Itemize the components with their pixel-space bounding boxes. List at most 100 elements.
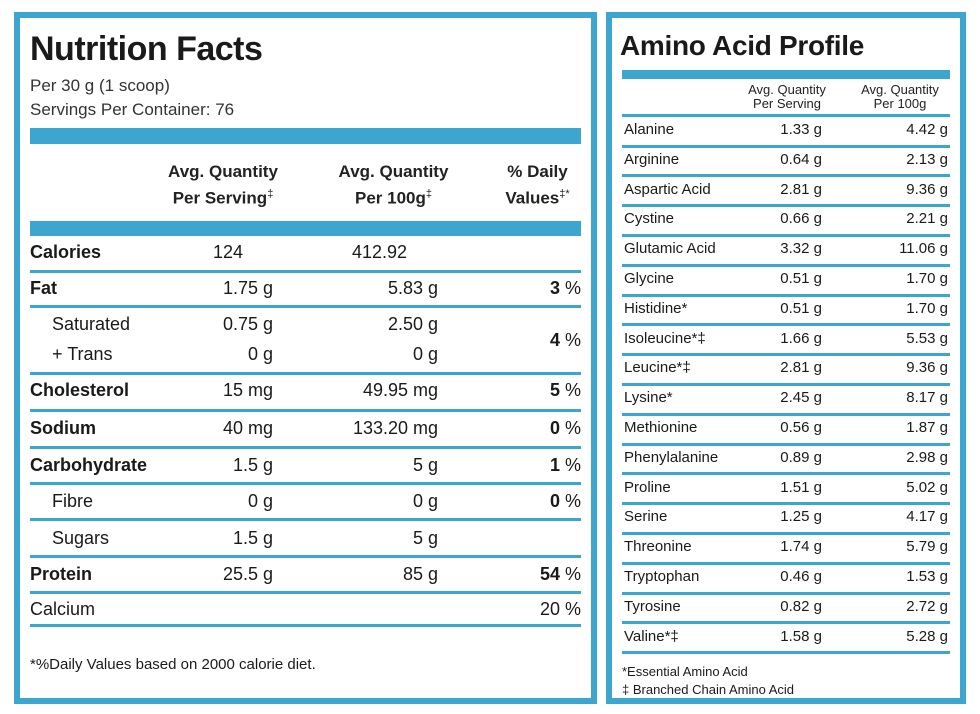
amino-per-serving: 0.82 g xyxy=(780,597,822,615)
nutrient-label: Fat xyxy=(30,278,57,298)
daily-value: 54 % xyxy=(539,564,581,584)
row-divider xyxy=(622,263,950,267)
amino-row: Lysine* 2.45 g 8.17 g xyxy=(622,386,950,413)
nutrient-label: Cholesterol xyxy=(30,380,130,400)
row-divider xyxy=(622,293,950,297)
amino-header-per-100g: Avg. Quantity Per 100g xyxy=(861,82,939,111)
amino-row: Methionine 0.56 g 1.87 g xyxy=(622,416,950,443)
amino-per-serving: 0.51 g xyxy=(780,270,822,287)
amino-per-100g: 1.53 g xyxy=(906,568,948,585)
serving-size: Per 30 g (1 scoop) xyxy=(30,76,170,95)
amino-name: Leucine*‡ xyxy=(624,359,691,377)
per-serving-value: 1.5 g xyxy=(232,455,273,475)
amino-per-100g: 2.98 g xyxy=(906,448,948,466)
amino-per-serving: 1.74 g xyxy=(780,538,822,556)
row-divider xyxy=(622,502,950,506)
amino-row: Aspartic Acid 2.81 g 9.36 g xyxy=(622,178,950,205)
amino-header-band xyxy=(622,70,950,79)
amino-row: Tryptophan 0.46 g 1.53 g xyxy=(622,565,950,592)
amino-row: Arginine 0.64 g 2.13 g xyxy=(622,148,950,175)
amino-per-serving: 2.81 g xyxy=(780,359,822,377)
amino-name: Glycine xyxy=(624,270,675,287)
header-band-top xyxy=(30,128,581,144)
row-divider xyxy=(622,442,950,446)
row-divider xyxy=(622,472,950,476)
amino-row: Histidine* 0.51 g 1.70 g xyxy=(622,297,950,324)
per-serving-value: 1.5 g xyxy=(232,528,273,548)
row-divider xyxy=(622,233,950,237)
per-serving-value: 1.75 g xyxy=(222,278,273,298)
per-100g-value: 412.92 xyxy=(352,242,408,262)
daily-values-footnote: *%Daily Values based on 2000 calorie die… xyxy=(30,656,316,673)
bcaa-note: ‡ Branched Chain Amino Acid xyxy=(622,682,794,697)
amino-name: Glutamic Acid xyxy=(624,240,716,258)
row-divider xyxy=(622,531,950,535)
daily-value: 1 % xyxy=(549,455,581,475)
amino-name: Threonine xyxy=(624,538,692,556)
amino-per-serving: 0.46 g xyxy=(780,568,822,585)
amino-per-100g: 9.36 g xyxy=(906,359,948,377)
amino-name: Serine xyxy=(624,508,668,526)
nutrition-facts-panel: Nutrition Facts Per 30 g (1 scoop) Servi… xyxy=(14,12,597,704)
row-divider xyxy=(622,382,950,386)
amino-per-100g: 1.70 g xyxy=(906,299,948,317)
row-divider xyxy=(622,412,950,416)
daily-value: 3 % xyxy=(549,278,581,298)
amino-per-serving: 1.66 g xyxy=(780,329,822,347)
nutrient-label: Saturated xyxy=(52,314,131,334)
amino-per-100g: 11.06 g xyxy=(899,240,948,258)
row-divider xyxy=(622,204,950,208)
daily-value: 5 % xyxy=(549,380,581,400)
amino-per-serving: 2.45 g xyxy=(780,389,822,407)
nutrient-label: Calories xyxy=(30,242,102,262)
amino-name: Isoleucine*‡ xyxy=(624,329,706,347)
amino-row: Tyrosine 0.82 g 2.72 g xyxy=(622,595,950,622)
row-divider xyxy=(622,621,950,625)
row-divider xyxy=(622,561,950,565)
amino-name: Tyrosine xyxy=(624,597,681,615)
row-divider xyxy=(30,591,581,594)
amino-per-100g: 8.17 g xyxy=(906,389,948,407)
amino-name: Methionine xyxy=(624,419,698,436)
amino-per-100g: 1.87 g xyxy=(906,419,948,436)
amino-name: Histidine* xyxy=(624,299,688,317)
amino-per-serving: 0.51 g xyxy=(780,299,822,317)
nutrient-label: Calcium xyxy=(30,599,96,619)
header-band-bottom xyxy=(30,221,581,236)
amino-name: Lysine* xyxy=(624,389,673,407)
amino-row: Alanine 1.33 g 4.42 g xyxy=(622,118,950,145)
per-100g-value: 49.95 mg xyxy=(362,380,438,400)
amino-per-100g: 5.79 g xyxy=(906,538,948,556)
per-serving-value: 25.5 g xyxy=(222,564,273,584)
amino-row: Leucine*‡ 2.81 g 9.36 g xyxy=(622,356,950,383)
amino-row: Threonine 1.74 g 5.79 g xyxy=(622,535,950,562)
amino-per-100g: 5.28 g xyxy=(906,627,948,645)
amino-per-serving: 1.25 g xyxy=(780,508,822,526)
per-100g-value: 5 g xyxy=(412,455,438,475)
daily-value: 4 % xyxy=(549,330,581,350)
amino-per-serving: 3.32 g xyxy=(780,240,822,258)
amino-per-100g: 2.21 g xyxy=(906,210,948,228)
header-per-serving: Avg. Quantity Per Serving‡ xyxy=(168,162,278,208)
per-100g-value: 2.50 g xyxy=(387,314,438,334)
amino-row: Proline 1.51 g 5.02 g xyxy=(622,476,950,503)
nutrient-label: + Trans xyxy=(52,344,113,364)
row-divider xyxy=(30,624,581,627)
per-serving-value: 0 g xyxy=(247,344,273,364)
row-divider xyxy=(30,409,581,412)
amino-per-serving: 2.81 g xyxy=(780,180,822,198)
per-100g-value: 0 g xyxy=(412,491,438,511)
amino-per-serving: 1.58 g xyxy=(780,627,822,645)
per-100g-value: 5 g xyxy=(412,528,438,548)
amino-per-100g: 5.02 g xyxy=(906,478,948,496)
amino-per-100g: 1.70 g xyxy=(906,270,948,287)
amino-acid-panel: Amino Acid Profile Avg. Quantity Per Ser… xyxy=(606,12,966,704)
amino-name: Valine*‡ xyxy=(624,627,679,645)
per-100g-value: 133.20 mg xyxy=(352,418,438,438)
amino-name: Phenylalanine xyxy=(624,448,719,466)
daily-value: 0 % xyxy=(549,418,581,438)
header-daily-values: % Daily Values‡* xyxy=(505,162,570,208)
amino-per-serving: 0.89 g xyxy=(780,448,822,466)
amino-per-serving: 0.64 g xyxy=(780,150,822,168)
row-divider xyxy=(30,555,581,558)
